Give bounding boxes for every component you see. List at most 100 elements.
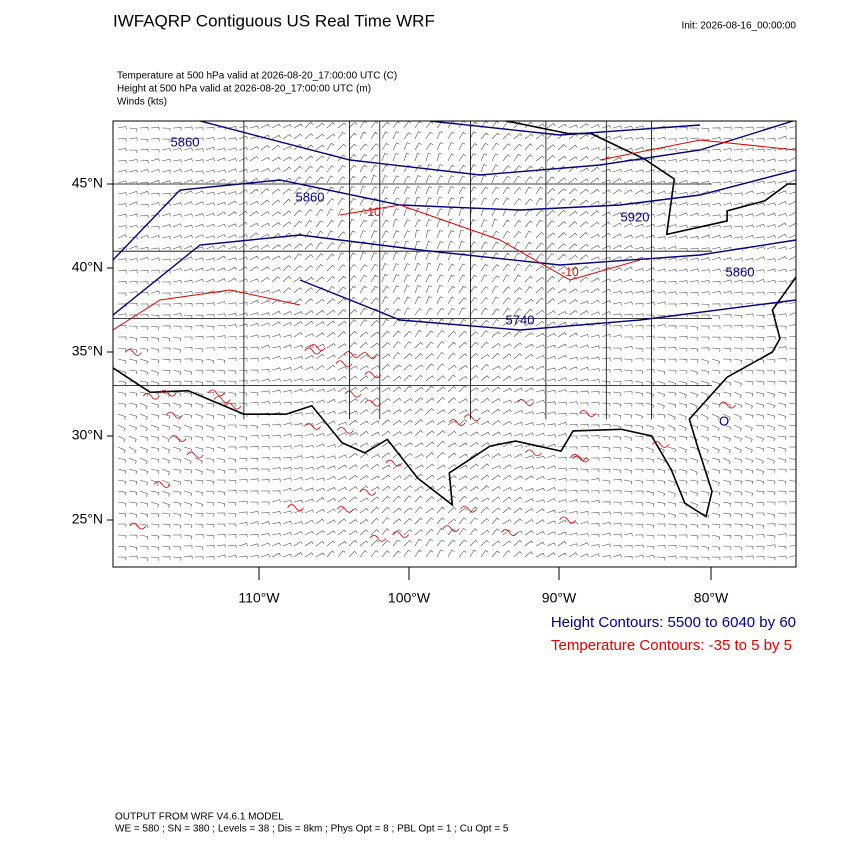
wind-barb [326,364,336,371]
wind-barb [304,498,314,503]
wind-barb [381,121,390,129]
wind-barb [403,539,413,547]
wind-barb [260,378,270,383]
wind-barb [458,274,466,283]
wind-barb [469,387,479,393]
wind-barb [568,156,578,162]
wind-barb [392,274,400,283]
wind-barb [370,175,377,184]
wind-barb [238,479,248,483]
wind-barb [612,468,622,474]
temperature-contour [113,289,301,331]
wind-barb [216,178,226,184]
wind-barb [700,203,710,207]
wind-barb [469,463,479,470]
wind-barb [645,180,655,185]
temperature-contour [442,525,460,533]
wind-barb [436,517,445,525]
wind-barb [293,499,303,504]
wind-barb [359,131,367,140]
wind-barb [161,347,171,352]
wind-barb [634,234,644,239]
wind-barb [436,409,446,415]
wind-barb [733,258,743,262]
wind-barb [535,265,545,272]
wind-barb [766,245,776,250]
wind-barb [601,357,611,361]
wind-barb [777,213,787,217]
wind-barb [172,534,182,538]
wind-barb [414,464,424,470]
wind-barb [524,353,534,360]
wind-barb [557,412,567,417]
wind-barb [326,253,335,261]
wind-barb [711,190,721,195]
wind-barb [447,528,456,536]
wind-barb [700,279,710,284]
wind-barb [601,402,611,407]
wind-barb [359,307,367,316]
temperature-contour [335,360,353,368]
wind-barb [425,517,434,525]
wind-barb [238,221,248,228]
wind-barb [326,476,336,481]
wind-barb [381,441,391,448]
wind-barb [700,169,710,173]
wind-barb [480,286,489,294]
wind-barb [304,412,314,416]
wind-barb [722,214,732,218]
wind-barb [249,312,259,316]
wind-barb [227,468,237,473]
wind-barb [249,278,259,283]
wind-barb [447,420,457,426]
wind-barb [744,501,754,508]
wind-barb [755,435,764,442]
wind-barb [469,475,479,481]
wind-barb [689,302,699,307]
wind-barb [194,201,204,206]
wind-barb [282,389,292,394]
wind-barb [722,347,732,352]
wind-barb [414,229,420,239]
wind-barb [678,534,688,538]
wind-barb [359,354,369,360]
wind-barb [590,256,600,261]
wind-barb [579,402,589,406]
wind-barb [150,269,160,273]
wind-barb [194,234,204,239]
wind-barb [722,424,732,431]
wind-barb [645,246,655,250]
wind-barb [293,444,303,448]
wind-barb [590,523,600,527]
wind-barb [579,156,589,162]
wind-barb [282,445,292,449]
wind-barb [271,199,281,206]
wind-barb [579,423,589,428]
wind-barb [469,319,478,327]
wind-barb [678,126,688,131]
wind-barb [656,280,666,285]
wind-barb [139,501,149,507]
wind-barb [601,125,611,129]
wind-barb [667,325,677,329]
wind-barb [678,545,688,550]
wind-barb [788,278,796,283]
wind-barb [436,440,445,448]
wind-barb [645,512,655,517]
wind-barb [557,188,567,195]
wind-barb [744,523,754,529]
wind-barb [370,143,379,151]
wind-barb [348,285,356,294]
wind-barb [414,142,422,151]
wind-barb [634,223,644,228]
wind-barb [326,331,336,338]
wind-barb [513,433,523,437]
wind-barb [227,245,237,250]
wind-barb [678,369,688,374]
wind-barb [161,512,171,518]
wind-barb [249,543,259,547]
height-contour [429,121,701,136]
wind-barb [447,495,456,503]
wind-barb [766,358,776,363]
wind-barb [788,402,796,405]
